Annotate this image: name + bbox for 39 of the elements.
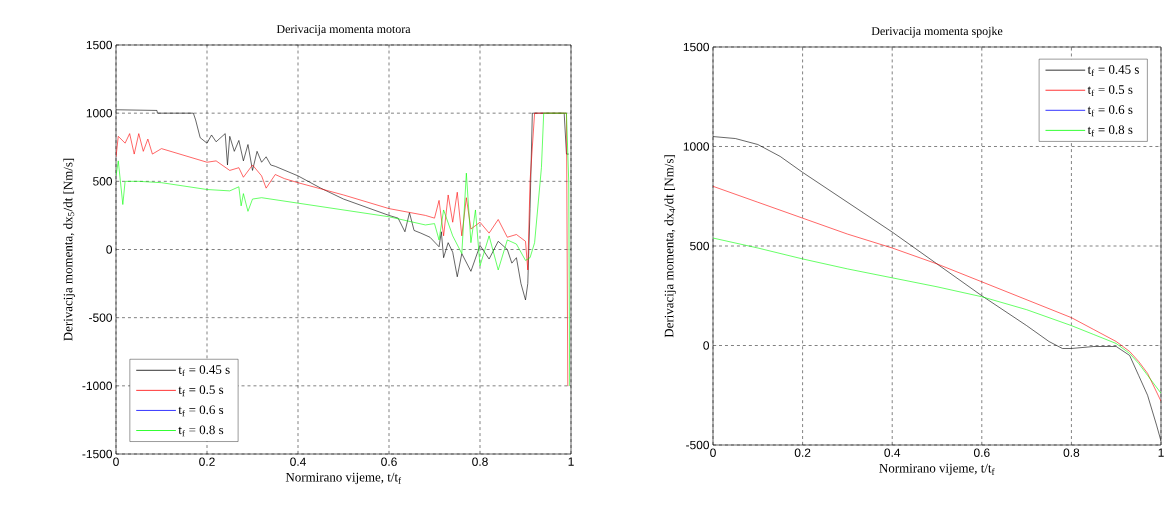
chart-title: Derivacija momenta motora (276, 25, 411, 36)
chart-title: Derivacija momenta spojke (871, 26, 1003, 38)
y-tick-label: 500 (690, 241, 710, 251)
x-axis-title: Normirano vijeme, t/t$_{f}$ (879, 463, 995, 476)
legend-label: t$_{f}$ = 0.5 s (1087, 85, 1133, 97)
line-series (713, 237, 1162, 394)
legend-label: t$_{f}$ = 0.6 s (178, 405, 224, 417)
legend-label: t$_{f}$ = 0.45 s (178, 365, 230, 377)
x-tick-label: 0.4 (884, 448, 901, 457)
legend-label: t$_{f}$ = 0.8 s (1087, 125, 1133, 137)
y-axis-title: Derivacija momenta, dx$_{4}$/dt [Nm/s] (664, 155, 677, 338)
x-tick-label: 1 (568, 457, 574, 466)
y-tick-label: 1500 (683, 42, 710, 52)
legend-label: t$_{f}$ = 0.45 s (1087, 65, 1139, 76)
x-tick-label: 0.8 (1063, 448, 1080, 457)
y-tick-label: 1000 (86, 108, 113, 118)
legend-label: t$_{f}$ = 0.6 s (1087, 105, 1133, 117)
y-tick-label: 0 (703, 341, 710, 350)
x-tick-label: 0 (710, 448, 716, 457)
x-tick-label: 0.6 (381, 457, 397, 466)
x-tick-label: 0 (113, 457, 119, 466)
x-tick-label: 0.2 (199, 457, 215, 466)
x-tick-label: 0.8 (472, 457, 488, 466)
y-tick-label: 1000 (683, 142, 710, 151)
y-tick-label: 0 (106, 245, 113, 254)
y-tick-label: 500 (93, 177, 113, 186)
y-tick-label: -500 (686, 440, 710, 450)
legend-label: t$_{f}$ = 0.5 s (178, 385, 224, 397)
x-axis-title: Normirano vijeme, t/t$_{f}$ (285, 472, 402, 485)
y-tick-label: -1000 (82, 381, 113, 391)
y-axis-title: Derivacija momenta, dx$_{5}$/dt [Nm/s] (63, 158, 76, 341)
y-tick-label: -1500 (82, 449, 113, 459)
y-tick-label: -500 (89, 313, 113, 322)
legend-label: t$_{f}$ = 0.8 s (178, 425, 224, 437)
x-tick-label: 0.4 (290, 457, 306, 466)
y-tick-label: 1500 (86, 40, 113, 50)
x-tick-label: 1 (1158, 448, 1164, 457)
x-tick-label: 0.2 (794, 448, 811, 457)
x-tick-label: 0.6 (973, 448, 990, 457)
